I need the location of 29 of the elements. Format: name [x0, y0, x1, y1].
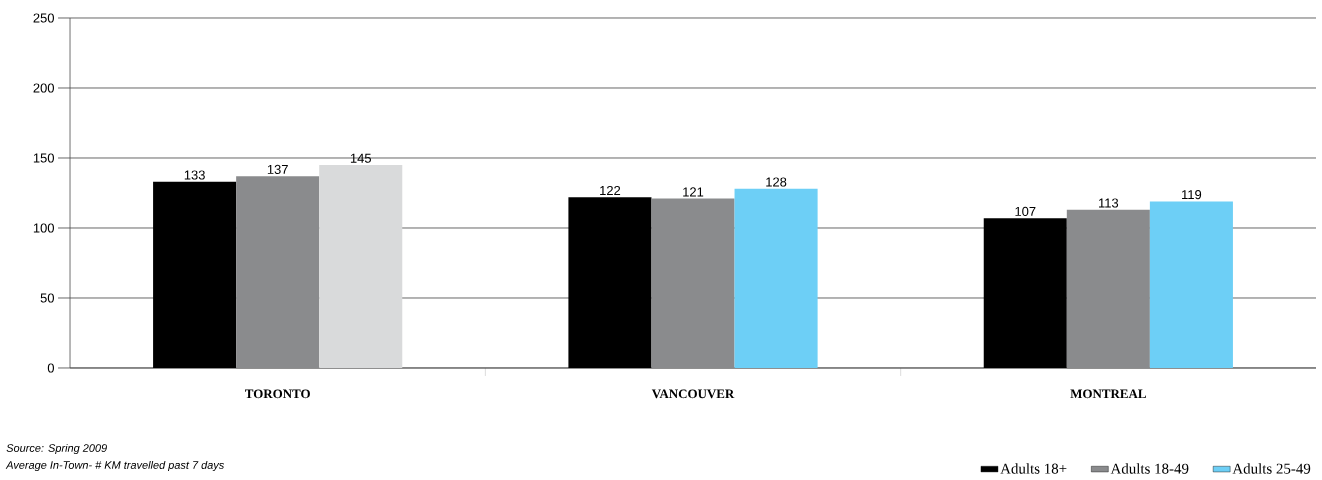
- y-tick-label: 0: [47, 363, 54, 373]
- data-label: 113: [1099, 198, 1119, 208]
- y-tick-label: 250: [33, 13, 54, 23]
- y-tick-label: 150: [33, 153, 54, 163]
- data-label: 133: [184, 170, 205, 180]
- data-label: 145: [350, 153, 371, 163]
- data-label: 107: [1015, 206, 1036, 216]
- source-note: Source: Spring 2009: [6, 443, 107, 455]
- y-tick-label: 100: [33, 223, 54, 233]
- y-tick-label: 200: [33, 83, 54, 93]
- bar: [734, 188, 818, 368]
- legend-label: Adults 18+: [1000, 463, 1067, 474]
- data-label: 128: [766, 177, 787, 187]
- x-tick-label: TORONTO: [245, 389, 310, 399]
- bar: [1149, 201, 1233, 368]
- text: Average In-Town- # KM travelled past 7 days: [5, 460, 225, 472]
- bar: [651, 198, 735, 368]
- data-label: 121: [683, 187, 704, 197]
- y-tick-label: 50: [40, 293, 54, 303]
- bar: [319, 164, 403, 368]
- x-tick-label: VANCOUVER: [651, 389, 735, 399]
- data-label: 122: [600, 185, 621, 195]
- legend-label: Adults 25-49: [1232, 463, 1311, 474]
- bar: [236, 176, 320, 368]
- legend-label: Adults 18-49: [1110, 463, 1189, 474]
- bar: [1066, 209, 1150, 368]
- data-label: 137: [267, 164, 288, 174]
- data-label: 119: [1182, 190, 1202, 200]
- x-tick-label: MONTREAL: [1070, 389, 1146, 399]
